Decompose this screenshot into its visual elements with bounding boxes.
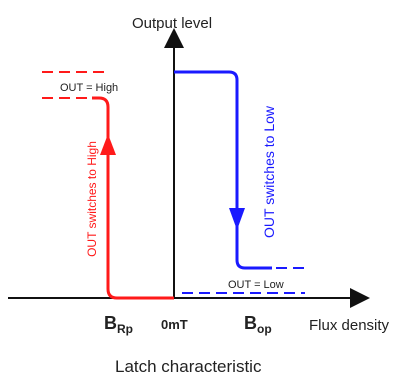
x-axis-label: Flux density	[309, 317, 390, 334]
blue-transition-curve	[174, 70, 305, 294]
bop-label: Bop	[244, 313, 272, 336]
red-transition-curve	[42, 71, 174, 300]
brp-main: B	[104, 313, 117, 333]
bop-sub: op	[257, 322, 272, 336]
out-low-label: OUT = Low	[228, 279, 284, 291]
red-up-arrow-head	[100, 134, 116, 155]
brp-sub: Rp	[117, 322, 133, 336]
y-axis-label: Output level	[132, 15, 212, 32]
diagram-title: Latch characteristic	[115, 357, 262, 376]
out-high-label: OUT = High	[60, 82, 118, 94]
switch-to-low-label: OUT switches to Low	[261, 105, 277, 238]
bop-main: B	[244, 313, 257, 333]
blue-down-arrow-head	[229, 208, 245, 230]
brp-label: BRp	[104, 313, 133, 336]
origin-label: 0mT	[161, 317, 188, 332]
switch-to-high-label: OUT switches to High	[85, 141, 99, 257]
blue-solid-path	[174, 70, 272, 270]
red-solid-path	[92, 96, 174, 300]
